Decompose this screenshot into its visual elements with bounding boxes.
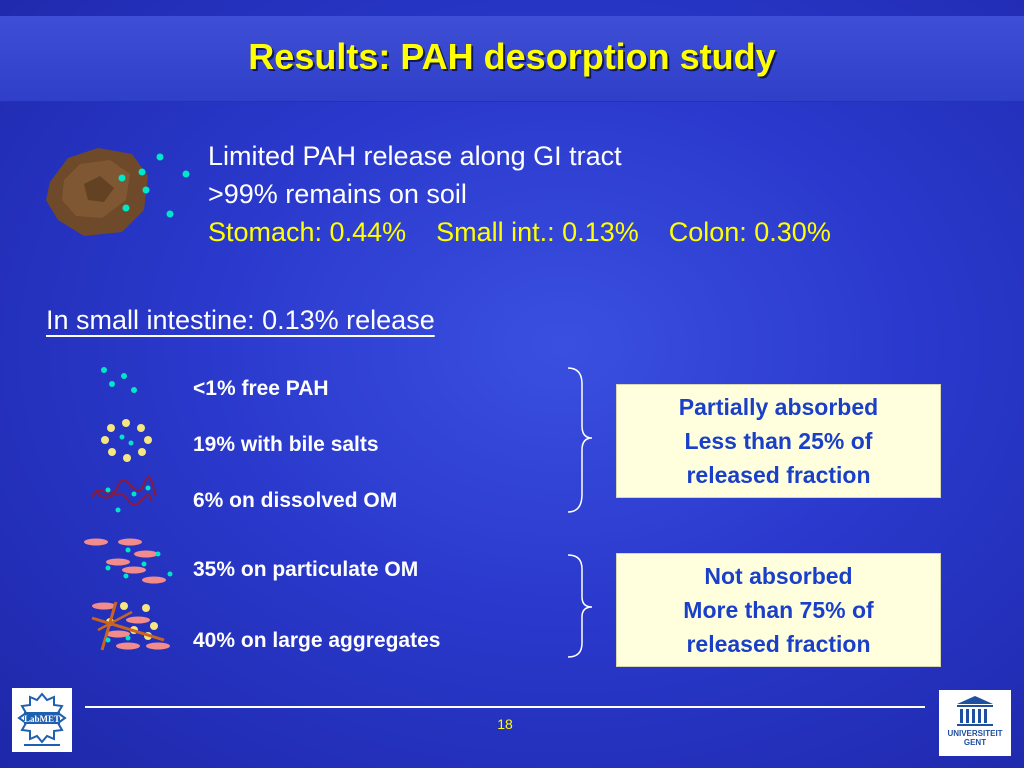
not-absorbed-line-3: released fraction [686,631,871,657]
dissolved-om-icon [91,476,157,513]
absorbed-box: Partially absorbed Less than 25% of rele… [616,384,941,498]
absorbed-line-2: Less than 25% of [684,428,873,454]
absorbed-line-1: Partially absorbed [678,394,879,420]
labmet-logo-text: LabMET [24,714,60,724]
particulate-om-icon [84,538,173,584]
item-dissolved-om: 6% on dissolved OM [193,489,398,512]
small-int-value: Small int.: 0.13% [436,217,639,247]
page-number: 18 [497,716,513,732]
stomach-value: Stomach: 0.44% [208,217,407,247]
ugent-logo-line-1: UNIVERSITEIT [947,729,1002,738]
soil-particle-icon [46,148,190,236]
not-absorbed-box: Not absorbed More than 75% of released f… [616,553,941,667]
intro-line-1: Limited PAH release along GI tract [208,141,622,171]
release-values: Stomach: 0.44% Small int.: 0.13% Colon: 0.… [208,213,831,251]
not-absorbed-line-1: Not absorbed [704,563,853,589]
brace-not-absorbed [567,554,593,658]
bile-salt-micelle-icon [101,419,152,462]
title-band [0,16,1024,102]
intro-line-2: >99% remains on soil [208,179,467,209]
intro-text: Limited PAH release along GI tract >99% … [208,137,831,251]
not-absorbed-line-2: More than 75% of [683,597,874,623]
slide-title: Results: PAH desorption study [248,36,776,77]
section-subheading: In small intestine: 0.13% release [46,305,435,335]
absorbed-line-3: released fraction [686,462,871,488]
colon-value: Colon: 0.30% [668,217,831,247]
footer-divider [85,706,925,708]
labmet-logo: LabMET [12,688,72,752]
item-free-pah: <1% free PAH [193,377,329,400]
item-bile-salts: 19% with bile salts [193,433,379,456]
ugent-logo: UNIVERSITEIT GENT [939,690,1011,756]
ugent-logo-line-2: GENT [964,738,986,747]
item-large-aggregates: 40% on large aggregates [193,629,441,652]
large-aggregate-icon [91,601,170,651]
item-particulate-om: 35% on particulate OM [193,558,419,581]
brace-absorbed [567,367,593,513]
free-pah-icon [101,367,137,393]
